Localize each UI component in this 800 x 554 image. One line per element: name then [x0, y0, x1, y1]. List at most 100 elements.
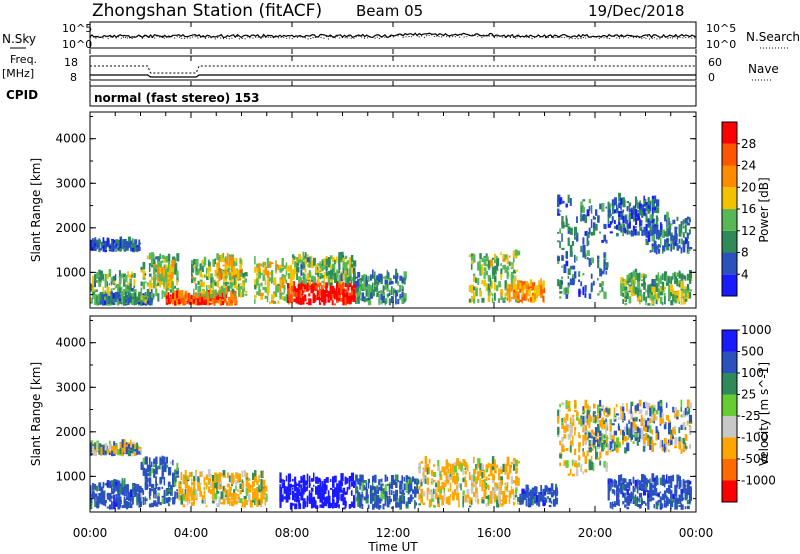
data-cell [178, 495, 181, 498]
data-cell [609, 450, 612, 453]
data-cell [96, 295, 98, 304]
data-cell [235, 500, 238, 505]
data-cell [113, 245, 117, 249]
data-cell [649, 225, 652, 229]
data-cell [256, 493, 259, 500]
data-cell [239, 270, 243, 273]
data-cell [355, 288, 359, 294]
data-cell [114, 284, 119, 288]
data-cell [661, 481, 665, 486]
data-cell [664, 239, 667, 248]
data-cell [670, 436, 673, 445]
data-cell [630, 433, 633, 440]
data-cell [601, 281, 604, 286]
data-cell [262, 479, 265, 488]
data-cell [464, 465, 468, 469]
data-cell [565, 400, 568, 409]
data-cell [222, 271, 226, 279]
data-cell [688, 270, 692, 278]
data-cell [222, 486, 225, 491]
data-cell [479, 463, 483, 470]
data-cell [99, 300, 103, 305]
data-cell [169, 296, 174, 303]
data-cell [285, 498, 289, 503]
data-cell [142, 267, 145, 270]
data-cell [281, 482, 285, 489]
data-cell [123, 241, 126, 247]
data-cell [561, 233, 563, 242]
data-cell [102, 279, 105, 282]
data-cell [165, 497, 169, 504]
data-cell [238, 291, 241, 297]
data-cell [565, 215, 568, 223]
data-cell [384, 499, 387, 506]
data-cell [578, 432, 580, 435]
data-cell [144, 296, 147, 300]
data-cell [157, 280, 159, 286]
data-cell [98, 239, 101, 245]
data-cell [674, 437, 678, 445]
data-cell [208, 261, 211, 270]
data-cell [473, 478, 475, 488]
data-cell [184, 298, 187, 304]
data-cell [430, 481, 433, 484]
data-cell [161, 486, 164, 489]
data-cell [617, 443, 621, 448]
data-cell [207, 481, 210, 484]
data-cell [666, 232, 669, 237]
data-cell [142, 302, 146, 306]
data-cell [214, 476, 216, 481]
data-cell [682, 438, 686, 446]
data-cell [559, 290, 563, 294]
data-cell [651, 225, 655, 234]
data-cell [199, 285, 202, 291]
data-cell [663, 421, 666, 425]
data-cell [210, 291, 214, 299]
data-cell [119, 496, 122, 505]
data-cell [281, 283, 285, 289]
data-cell [663, 438, 667, 444]
data-cell [422, 502, 426, 506]
data-cell [489, 259, 493, 267]
data-cell [367, 478, 370, 484]
data-cell [165, 489, 168, 497]
data-cell [350, 291, 354, 300]
data-cell [626, 499, 630, 506]
data-cell [98, 282, 102, 287]
data-cell [620, 225, 623, 233]
data-cell [684, 492, 687, 499]
data-cell [197, 286, 201, 293]
data-cell [116, 292, 120, 301]
data-cell [174, 480, 177, 487]
data-cell [668, 449, 670, 452]
data-cell [129, 278, 132, 286]
data-cell [159, 502, 162, 506]
data-cell [588, 407, 591, 412]
data-cell [292, 487, 294, 490]
data-cell [512, 463, 516, 471]
data-cell [464, 494, 468, 503]
data-cell [657, 291, 660, 299]
data-cell [445, 475, 449, 483]
data-cell [649, 250, 652, 253]
data-cell [308, 483, 311, 487]
data-cell [680, 424, 684, 430]
data-cell [674, 291, 677, 296]
data-cell [620, 288, 623, 297]
data-cell [649, 498, 652, 502]
data-cell [651, 497, 655, 501]
data-cell [378, 497, 382, 504]
data-cell [359, 298, 362, 301]
data-cell [475, 483, 478, 492]
data-cell [338, 296, 341, 302]
data-cell [668, 429, 671, 435]
data-cell [599, 268, 603, 277]
data-cell [636, 503, 640, 507]
data-cell [206, 285, 208, 291]
data-cell [588, 459, 592, 468]
data-cell [624, 227, 626, 234]
data-cell [224, 260, 228, 265]
data-cell [409, 482, 413, 491]
data-cell [148, 477, 152, 485]
data-cell [167, 276, 171, 280]
